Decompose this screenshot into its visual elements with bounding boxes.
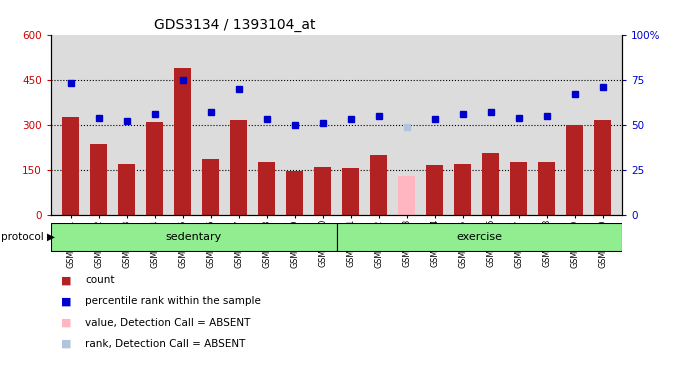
Bar [51, 223, 337, 251]
Text: rank, Detection Call = ABSENT: rank, Detection Call = ABSENT [85, 339, 245, 349]
Text: ■: ■ [61, 339, 71, 349]
Bar [342, 169, 359, 215]
Text: exercise: exercise [456, 232, 503, 242]
Bar [118, 164, 135, 215]
Text: ■: ■ [61, 296, 71, 306]
Bar [454, 164, 471, 215]
Bar [398, 176, 415, 215]
Bar [337, 223, 622, 251]
Bar [286, 171, 303, 215]
Text: percentile rank within the sample: percentile rank within the sample [85, 296, 261, 306]
Bar [594, 120, 611, 215]
Bar [510, 162, 527, 215]
Bar [231, 120, 247, 215]
Bar [566, 125, 583, 215]
Bar [174, 68, 191, 215]
Bar [538, 162, 555, 215]
Bar [482, 153, 499, 215]
Text: value, Detection Call = ABSENT: value, Detection Call = ABSENT [85, 318, 250, 328]
Bar [146, 122, 163, 215]
Bar [314, 167, 331, 215]
Bar [258, 162, 275, 215]
Text: ■: ■ [61, 275, 71, 285]
Bar [62, 117, 79, 215]
Text: sedentary: sedentary [166, 232, 222, 242]
Text: GDS3134 / 1393104_at: GDS3134 / 1393104_at [154, 18, 316, 32]
Bar [202, 159, 219, 215]
Bar [426, 166, 443, 215]
Text: count: count [85, 275, 114, 285]
Bar [90, 144, 107, 215]
Bar [370, 155, 387, 215]
Text: protocol ▶: protocol ▶ [1, 232, 55, 242]
Text: ■: ■ [61, 318, 71, 328]
